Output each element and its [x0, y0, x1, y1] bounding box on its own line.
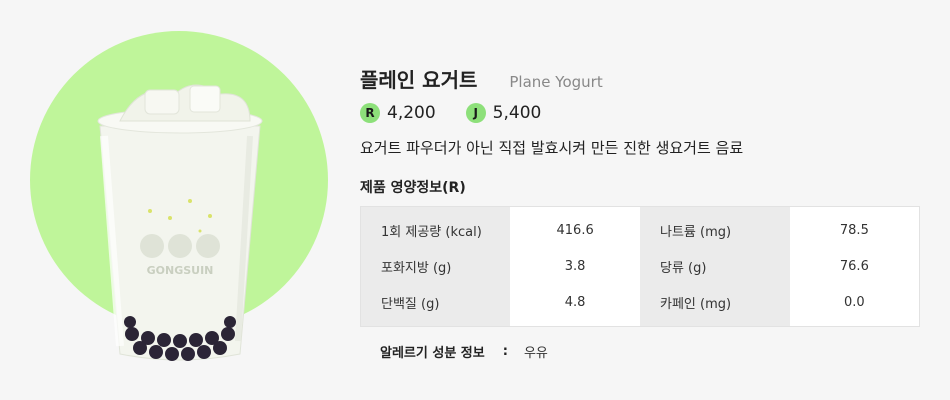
product-name: 플레인 요거트: [360, 68, 478, 92]
nutrition-value: 3.8: [564, 259, 586, 274]
nutrition-value: 4.8: [564, 294, 586, 310]
nutrition-label: 카페인 (mg): [640, 286, 790, 327]
product-name-english: Plane Yogurt: [509, 73, 603, 91]
nutrition-value: 76.6: [839, 259, 869, 274]
nutrition-value: 416.6: [556, 223, 594, 239]
size-badge-r: R: [360, 103, 380, 123]
table-row: 포화지방 (g) 3.8 당류 (g) 76.6: [360, 246, 920, 287]
price-value: 5,400: [492, 103, 542, 123]
nutrition-title: 제품 영양정보(R): [360, 180, 466, 196]
price-row: R 4,200 J 5,400: [360, 100, 920, 126]
price-value: 4,200: [387, 103, 436, 123]
nutrition-table: 1회 제공량 (kcal) 416.6 나트륨 (mg) 78.5 포화지방 (…: [360, 206, 920, 327]
nutrition-value: 78.5: [839, 223, 869, 239]
nutrition-label: 당류 (g): [640, 246, 790, 287]
allergy-info: 알레르기 성분 정보 : 우유: [380, 341, 920, 361]
price-regular: R 4,200: [360, 103, 436, 123]
table-row: 단백질 (g) 4.8 카페인 (mg) 0.0: [360, 286, 920, 327]
product-info: 플레인 요거트 Plane Yogurt R 4,200 J 5,400 요거트…: [360, 64, 920, 361]
product-description: 요거트 파우더가 아닌 직접 발효시켜 만든 진한 생요거트 음료: [360, 139, 744, 157]
nutrition-label: 포화지방 (g): [360, 246, 511, 287]
table-row: 1회 제공량 (kcal) 416.6 나트륨 (mg) 78.5: [360, 206, 920, 247]
nutrition-label: 단백질 (g): [360, 286, 511, 327]
price-jumbo: J 5,400: [465, 103, 542, 123]
nutrition-value: 0.0: [844, 294, 865, 310]
nutrition-label: 1회 제공량 (kcal): [360, 206, 511, 247]
product-image: GONGSUIN: [30, 31, 328, 361]
allergy-label: 알레르기 성분 정보: [380, 345, 485, 361]
cup-brand-text: GONGSUIN: [147, 264, 214, 277]
size-badge-j: J: [465, 103, 486, 123]
allergy-separator: :: [502, 343, 508, 359]
nutrition-label: 나트륨 (mg): [640, 206, 790, 247]
product-title-row: 플레인 요거트 Plane Yogurt: [360, 64, 920, 92]
allergy-value: 우유: [523, 345, 548, 361]
yogurt-drink-cup-image: GONGSUIN: [97, 84, 263, 361]
